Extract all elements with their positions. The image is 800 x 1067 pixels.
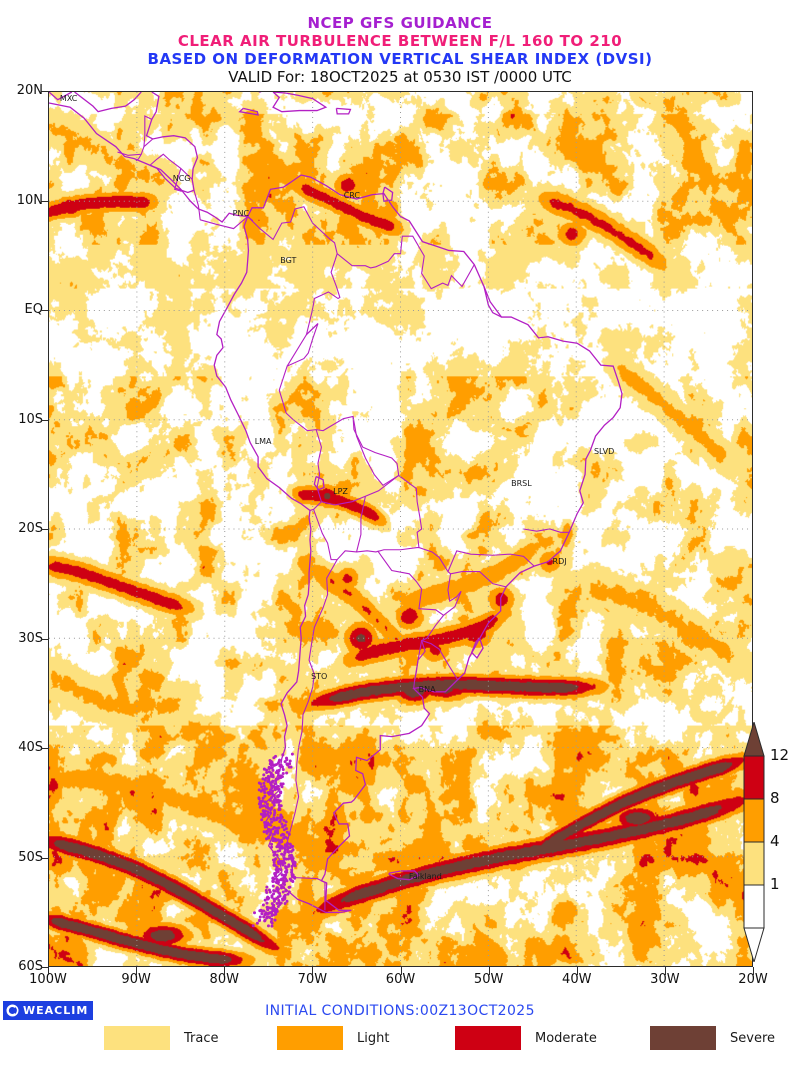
x-axis-tick: 100W	[29, 972, 67, 987]
legend-label: Moderate	[535, 1030, 597, 1046]
weaclim-brand-text: WEACLIM	[23, 1004, 89, 1017]
x-axis-tick: 90W	[121, 972, 151, 987]
title-line-agency: NCEP GFS GUIDANCE	[307, 14, 493, 32]
colorbar	[743, 722, 765, 962]
x-axis-tick: 20W	[738, 972, 768, 987]
x-axis-tickmark	[312, 967, 314, 975]
y-axis-tick: 50S	[18, 849, 43, 865]
legend-item: Severe	[650, 1026, 775, 1050]
colorbar-label: 8	[770, 789, 780, 807]
legend-row: Trace Light Moderate Severe	[0, 1026, 800, 1052]
x-axis-tick: 70W	[297, 972, 328, 987]
y-axis-tick: 40S	[18, 740, 43, 755]
x-axis-tick: 40W	[562, 972, 592, 987]
legend-label: Trace	[184, 1030, 219, 1046]
y-axis-tick: 30S	[18, 630, 43, 646]
x-axis-tickmark	[664, 967, 666, 975]
turbulence-field-canvas	[49, 92, 752, 966]
y-axis-tick: EQ	[24, 302, 43, 317]
x-axis-tick: 30W	[650, 972, 680, 987]
y-axis-tickmark	[41, 419, 49, 421]
legend-item: Trace	[104, 1026, 219, 1050]
weaclim-circle-icon	[6, 1004, 19, 1017]
x-axis-tickmark	[400, 967, 402, 975]
x-axis-tickmark	[224, 967, 226, 975]
title-line-validity: VALID For: 18OCT2025 at 0530 IST /0000 U…	[228, 68, 572, 86]
y-axis-tickmark	[41, 310, 49, 311]
y-axis-tickmark	[41, 200, 49, 202]
x-axis-tickmark	[488, 967, 490, 975]
legend-swatch	[455, 1026, 521, 1050]
legend-item: Moderate	[455, 1026, 597, 1050]
map-plot-area: MXC NCG PNC CRC BGT LMA LPZ BRSL SLVD RDJ STO BNA Fa…	[48, 91, 753, 967]
legend-swatch	[650, 1026, 716, 1050]
legend-swatch	[104, 1026, 170, 1050]
x-axis-tick: 50W	[473, 972, 504, 987]
y-axis-tick: 20N	[16, 83, 43, 98]
initial-conditions-text: INITIAL CONDITIONS:00Z13OCT2025	[265, 1003, 535, 1019]
colorbar-label: 1	[770, 875, 780, 893]
title-line-method: BASED ON DEFORMATION VERTICAL SHEAR INDE…	[147, 50, 653, 68]
y-axis-tick: 20S	[18, 521, 43, 536]
y-axis-tickmark	[41, 748, 49, 749]
legend-item: Light	[277, 1026, 389, 1050]
x-axis-tick: 60W	[385, 972, 416, 987]
x-axis-tickmark	[753, 967, 754, 975]
x-axis-tickmark	[48, 967, 49, 975]
y-axis-tick: 10S	[18, 411, 43, 427]
weaclim-logo-badge: WEACLIM	[3, 1001, 94, 1020]
y-axis-tickmark	[41, 857, 49, 859]
colorbar-label: 4	[770, 832, 780, 850]
title-block: NCEP GFS GUIDANCE CLEAR AIR TURBULENCE B…	[0, 14, 800, 86]
legend-label: Severe	[730, 1030, 775, 1046]
x-axis-tickmark	[136, 967, 138, 975]
x-axis-tickmark	[576, 967, 578, 975]
y-axis-tick: 10N	[16, 192, 43, 208]
x-axis-tick: 80W	[209, 972, 239, 987]
legend-label: Light	[357, 1030, 390, 1046]
y-axis-tick: 60S	[18, 959, 43, 974]
y-axis-tickmark	[41, 967, 49, 968]
y-axis-tickmark	[41, 638, 49, 640]
title-line-product: CLEAR AIR TURBULENCE BETWEEN F/L 160 TO …	[177, 32, 623, 50]
y-axis-tickmark	[41, 91, 49, 92]
legend-swatch	[277, 1026, 343, 1050]
colorbar-label: 12	[770, 746, 790, 764]
y-axis-tickmark	[41, 529, 49, 530]
